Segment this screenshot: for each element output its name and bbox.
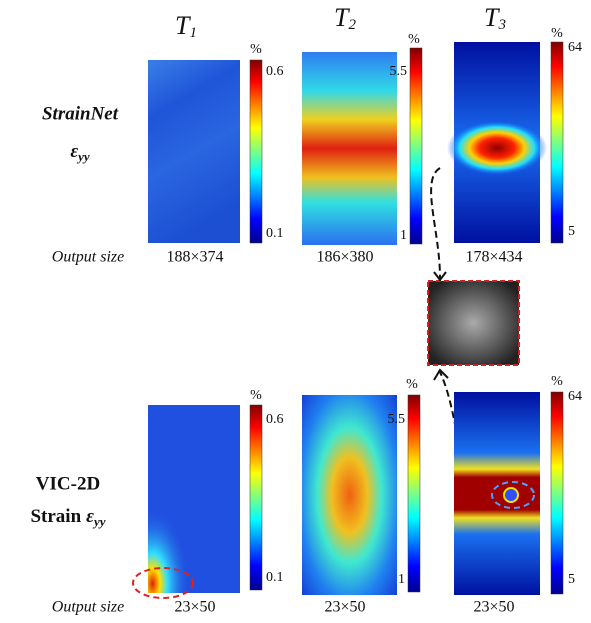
colorbar-max: 0.6: [266, 412, 284, 427]
output-size: 188×374: [166, 249, 223, 266]
colorbar-max: 64: [568, 389, 582, 404]
row-label: StrainNet: [42, 103, 119, 124]
colorbar: [249, 59, 263, 244]
arrow: [430, 167, 441, 279]
colorbar-unit: %: [551, 26, 563, 41]
colorbar: [407, 394, 421, 593]
column-header: T3: [484, 3, 506, 33]
arrow-head: [433, 271, 447, 282]
strain-map: [302, 395, 397, 595]
colorbar-min: 0.1: [266, 226, 284, 241]
colorbar-max: 5.5: [388, 412, 406, 427]
text-part: 2: [348, 17, 356, 33]
colorbar-unit: %: [250, 42, 262, 57]
colorbar-max: 5.5: [390, 64, 408, 79]
strain-map: [302, 52, 397, 245]
strain-map: [454, 392, 540, 595]
text-part: yy: [92, 514, 106, 529]
colorbar-max: 64: [568, 40, 582, 55]
text-part: T: [175, 11, 191, 40]
colorbar-min: 1: [400, 228, 407, 243]
row-label: VIC-2D: [36, 473, 100, 494]
output-size: 23×50: [324, 599, 365, 616]
output-size: 23×50: [473, 599, 514, 616]
text-part: Strain: [30, 506, 81, 527]
colorbar-min: 5: [568, 224, 575, 239]
colorbar-unit: %: [250, 388, 262, 403]
colorbar-unit: %: [551, 374, 563, 389]
colorbar-min: 1: [398, 572, 405, 587]
output-size: 178×434: [465, 249, 522, 266]
text-part: ε: [86, 506, 94, 527]
output-label: Output size: [52, 249, 124, 266]
text-part: ε: [70, 141, 78, 162]
colorbar-min: 5: [568, 572, 575, 587]
colorbar: [249, 404, 263, 591]
colorbar-min: 0.1: [266, 570, 284, 585]
highlight-ellipse: [491, 481, 535, 509]
colorbar: [550, 391, 564, 595]
output-size: 23×50: [174, 599, 215, 616]
output-size: 186×380: [316, 249, 373, 266]
colorbar: [550, 41, 564, 244]
strain-hotspot: [148, 405, 240, 593]
specimen-photo: [427, 280, 520, 366]
colorbar: [409, 47, 423, 245]
strain-hotspot: [503, 487, 519, 503]
column-header: T1: [175, 11, 197, 41]
text-part: yy: [76, 149, 90, 164]
row-symbol: Strain εyy: [30, 506, 105, 529]
arrow-head: [433, 368, 449, 381]
colorbar-max: 0.6: [266, 64, 284, 79]
column-header: T2: [334, 3, 356, 33]
strain-map: [148, 60, 240, 243]
output-label: Output size: [52, 599, 124, 616]
text-part: T: [334, 3, 350, 32]
strain-hotspot: [447, 120, 547, 176]
colorbar-unit: %: [408, 32, 420, 47]
colorbar-unit: %: [406, 377, 418, 392]
text-part: 1: [189, 25, 197, 41]
text-part: T: [484, 3, 500, 32]
highlight-ellipse: [132, 567, 194, 599]
text-part: 3: [497, 17, 506, 33]
row-symbol: εyy: [70, 141, 90, 164]
